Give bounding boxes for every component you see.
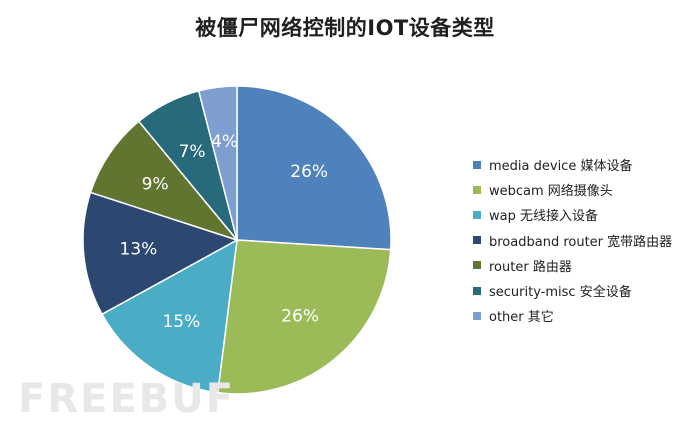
- legend-swatch: [473, 286, 481, 295]
- slice-value-label: 9%: [142, 174, 169, 194]
- legend-label: media device 媒体设备: [489, 159, 633, 175]
- legend-item: broadband router 宽带路由器: [473, 228, 672, 253]
- legend-item: wap 无线接入设备: [473, 202, 672, 227]
- legend-item: other 其它: [473, 303, 672, 328]
- legend-item: webcam 网络摄像头: [473, 177, 672, 202]
- legend-label: security-misc 安全设备: [489, 285, 632, 301]
- pie-slice: [89, 120, 240, 242]
- legend-label: router 路由器: [489, 259, 572, 275]
- legend-item: security-misc 安全设备: [473, 278, 672, 303]
- legend-item: router 路由器: [473, 253, 672, 278]
- slice-value-label: 26%: [281, 306, 319, 326]
- legend-swatch: [473, 210, 481, 219]
- slice-value-label: 26%: [290, 162, 328, 182]
- freebuf-watermark: FREEBUF: [18, 376, 236, 422]
- slice-value-label: 15%: [162, 312, 200, 332]
- legend-swatch: [473, 185, 481, 194]
- legend-label: other 其它: [489, 310, 554, 326]
- legend-label: broadband router 宽带路由器: [489, 234, 673, 250]
- legend-label: webcam 网络摄像头: [489, 184, 613, 200]
- slice-value-label: 7%: [179, 142, 206, 162]
- pie-slice: [236, 85, 392, 251]
- legend-swatch: [473, 261, 481, 270]
- legend-label: wap 无线接入设备: [489, 209, 598, 225]
- pie-slice: [216, 239, 392, 395]
- legend-swatch: [473, 311, 481, 320]
- slice-value-label: 4%: [211, 132, 238, 152]
- chart-title: 被僵尸网络控制的IOT设备类型: [195, 16, 495, 40]
- legend-swatch: [473, 236, 481, 245]
- chart-legend: media device 媒体设备 webcam 网络摄像头 wap 无线接入设备 b…: [473, 152, 672, 328]
- pie-slice: [197, 85, 238, 241]
- pie-slice: [101, 238, 238, 394]
- pie-slice: [82, 191, 239, 316]
- legend-item: media device 媒体设备: [473, 152, 672, 177]
- legend-swatch: [473, 160, 481, 169]
- slice-value-label: 13%: [120, 239, 158, 259]
